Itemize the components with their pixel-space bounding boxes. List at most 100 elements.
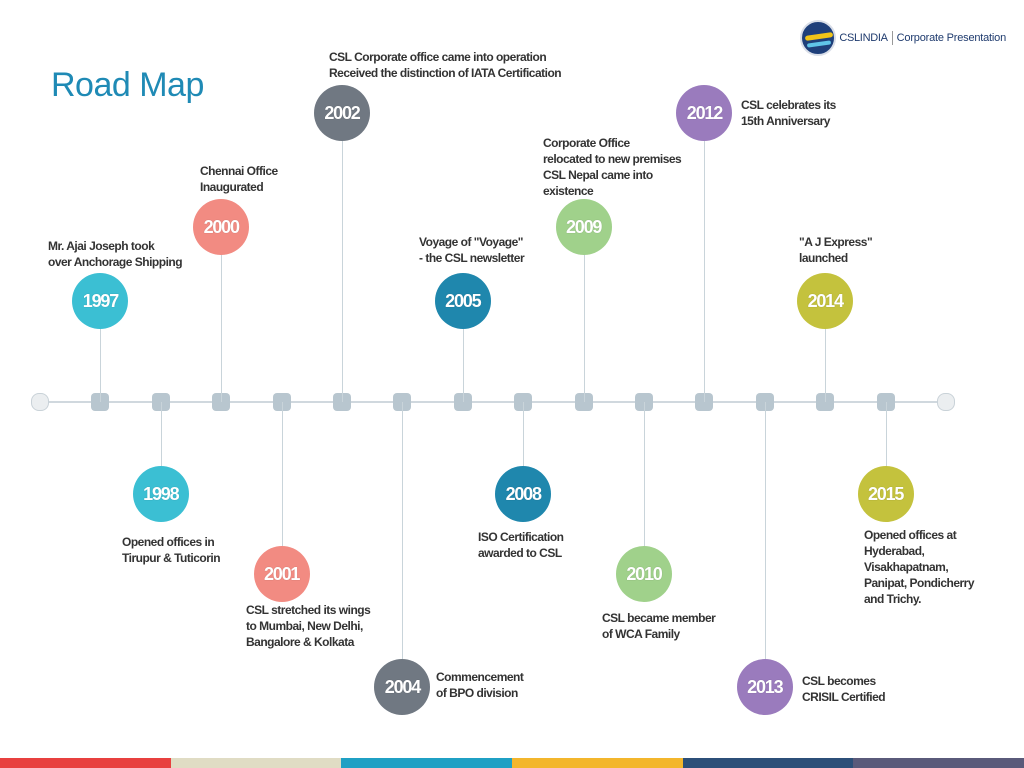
milestone-year-label: 2001 — [263, 563, 300, 584]
brand-divider — [891, 31, 893, 45]
footer-color-segment — [0, 758, 171, 768]
timeline-axis — [40, 401, 946, 403]
milestone-year-label: 2000 — [203, 216, 240, 237]
milestone-connector — [825, 301, 827, 402]
milestone-year-label: 2013 — [747, 676, 783, 697]
milestone-connector — [583, 227, 585, 402]
footer-color-segment — [341, 758, 513, 768]
milestone-caption-line: of BPO division — [436, 686, 518, 700]
milestone-caption-line: CSL became member — [602, 611, 716, 625]
milestone-caption-line: Commencement — [436, 670, 524, 684]
milestone-connector — [342, 113, 343, 402]
timeline-tick — [91, 393, 110, 411]
milestone-year-1997: 1997 — [72, 273, 129, 329]
timeline-start-marker — [31, 393, 49, 411]
timeline-tick — [574, 393, 593, 411]
timeline-tick — [212, 393, 231, 411]
milestone-caption-2008: ISO Certification awarded to CSL — [478, 529, 564, 561]
milestone-caption-line: Inaugurated — [200, 180, 264, 194]
milestone-caption-line: launched — [799, 251, 848, 265]
milestone-caption-line: CSL becomes — [802, 674, 876, 688]
milestone-caption-line: Voyage of "Voyage" — [419, 235, 523, 249]
milestone-caption-2005: Voyage of "Voyage" - the CSL newsletter — [419, 234, 525, 266]
timeline-tick — [453, 393, 472, 411]
milestone-year-label: 2002 — [324, 102, 360, 123]
milestone-caption-line: of WCA Family — [602, 627, 680, 641]
milestone-caption-2009: Corporate Office relocated to new premise… — [543, 135, 682, 199]
page-title: Road Map — [51, 66, 204, 104]
milestone-caption-line: relocated to new premises — [543, 152, 682, 166]
milestone-caption-2012: CSL celebrates its 15th Anniversary — [741, 97, 836, 129]
milestone-caption-line: "A J Express" — [799, 235, 873, 249]
milestone-caption-line: Corporate Office — [543, 136, 630, 150]
milestone-connector — [885, 402, 887, 494]
milestone-caption-line: Opened offices at — [864, 528, 957, 542]
milestone-caption-1998: Opened offices in Tirupur & Tuticorin — [122, 534, 221, 566]
milestone-year-2004: 2004 — [374, 659, 431, 715]
milestone-connector — [644, 402, 645, 574]
milestone-year-label: 1998 — [143, 483, 179, 504]
milestone-caption-line: Chennai Office — [200, 164, 278, 178]
milestone-connector — [462, 301, 464, 402]
milestone-caption-2010: CSL became member of WCA Family — [602, 610, 716, 642]
milestone-year-2002: 2002 — [314, 85, 370, 141]
milestone-year-2010: 2010 — [616, 546, 672, 602]
milestone-connector — [221, 227, 223, 402]
milestone-year-2013: 2013 — [736, 659, 793, 715]
milestone-caption-line: awarded to CSL — [478, 546, 562, 560]
milestone-caption-2015: Opened offices at Hyderabad, Visakhapatnam… — [864, 527, 975, 607]
milestone-caption-2001: CSL stretched its wings to Mumbai, New De… — [246, 602, 371, 650]
milestone-caption-line: to Mumbai, New Delhi, — [246, 619, 363, 633]
milestone-caption-line: Mr. Ajai Joseph took — [48, 239, 155, 253]
csl-logo-icon — [800, 20, 837, 56]
milestone-year-1998: 1998 — [132, 466, 189, 522]
milestone-year-label: 1997 — [82, 290, 119, 311]
milestone-caption-2004: Commencement of BPO division — [436, 669, 524, 701]
milestone-year-label: 2008 — [505, 483, 542, 504]
milestone-caption-line: Tirupur & Tuticorin — [122, 551, 221, 565]
footer-color-segment — [512, 758, 683, 768]
milestone-year-label: 2014 — [807, 290, 844, 311]
milestone-year-label: 2009 — [565, 216, 602, 237]
milestone-connector — [160, 402, 162, 494]
milestone-year-2001: 2001 — [253, 546, 310, 602]
milestone-caption-2002: CSL Corporate office came into operation… — [329, 49, 562, 81]
milestone-year-2000: 2000 — [193, 199, 250, 255]
timeline-tick — [816, 393, 835, 411]
milestone-year-2015: 2015 — [857, 466, 914, 522]
milestone-caption-line: CSL Nepal came into — [543, 168, 653, 182]
milestone-caption-line: CSL stretched its wings — [246, 603, 371, 617]
milestone-caption-line: CSL celebrates its — [741, 98, 836, 112]
milestone-caption-2013: CSL becomes CRISIL Certified — [802, 673, 886, 705]
brand-header: CSLINDIA Corporate Presentation — [800, 18, 1006, 58]
footer-color-segment — [853, 758, 1024, 768]
milestone-caption-line: 15th Anniversary — [741, 114, 830, 128]
milestone-caption-line: Visakhapatnam, — [864, 560, 949, 574]
milestone-connector — [523, 402, 525, 494]
milestone-year-2005: 2005 — [434, 273, 491, 329]
milestone-year-label: 2004 — [384, 676, 421, 697]
milestone-connector — [764, 402, 766, 687]
milestone-connector — [281, 402, 283, 574]
milestone-caption-line: Opened offices in — [122, 535, 215, 549]
milestone-caption-line: - the CSL newsletter — [419, 251, 525, 265]
footer-color-bar — [0, 758, 1024, 768]
milestone-year-label: 2012 — [686, 102, 723, 123]
milestone-year-label: 2010 — [626, 563, 662, 584]
milestone-year-2008: 2008 — [495, 466, 552, 522]
timeline-end-marker — [937, 393, 955, 411]
milestone-caption-line: Received the distinction of IATA Certifi… — [329, 66, 562, 80]
timeline-tick — [333, 393, 351, 411]
milestone-year-2012: 2012 — [676, 85, 733, 141]
timeline-tick — [695, 393, 714, 411]
milestone-caption-line: Bangalore & Kolkata — [246, 635, 354, 649]
milestone-caption-line: ISO Certification — [478, 530, 564, 544]
milestone-caption-line: CSL Corporate office came into operation — [329, 50, 547, 64]
footer-color-segment — [682, 758, 854, 768]
footer-color-segment — [170, 758, 342, 768]
milestone-year-label: 2015 — [867, 483, 904, 504]
milestone-connector — [704, 113, 706, 402]
milestone-connector — [100, 301, 102, 402]
milestone-year-2009: 2009 — [555, 199, 612, 255]
milestone-caption-line: existence — [543, 184, 594, 198]
